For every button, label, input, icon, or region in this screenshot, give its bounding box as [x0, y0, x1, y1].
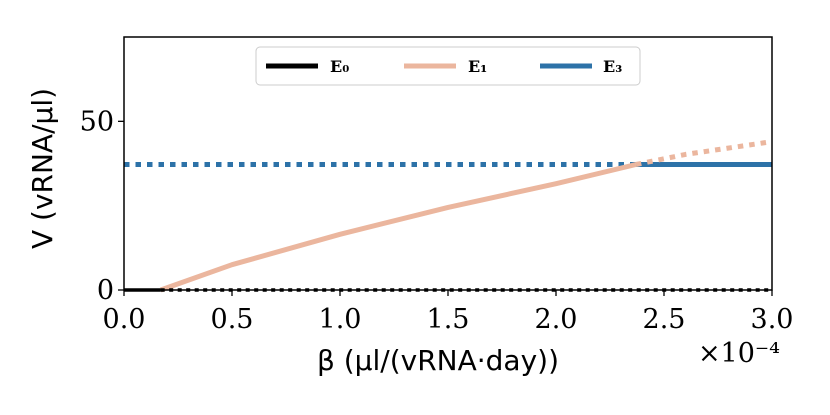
legend-label: E₃ [603, 57, 622, 76]
y-tick-label: 50 [80, 106, 114, 137]
x-tick-label: 1.5 [427, 304, 470, 335]
x-tick-label: 1.0 [319, 304, 362, 335]
series-e1-solid-line [159, 162, 637, 293]
x-axis-label: β (μl/(vRNA·day)) [317, 344, 559, 377]
legend-label: E₀ [330, 57, 349, 76]
x-tick-label: 2.5 [643, 304, 686, 335]
x-scale-label: ×10⁻⁴ [698, 338, 780, 369]
x-tick-label: 3.0 [751, 304, 794, 335]
legend-label: E₁ [468, 57, 487, 76]
series-e1-dotted-line [635, 139, 773, 167]
y-axis-label: V (vRNA/μl) [26, 88, 59, 249]
x-tick-label: 0.5 [211, 304, 254, 335]
x-tick-label: 2.0 [535, 304, 578, 335]
x-tick-label: 0.0 [103, 304, 146, 335]
legend: E₀ E₁ E₃ [255, 46, 641, 86]
y-tick-label: 0 [97, 275, 114, 306]
